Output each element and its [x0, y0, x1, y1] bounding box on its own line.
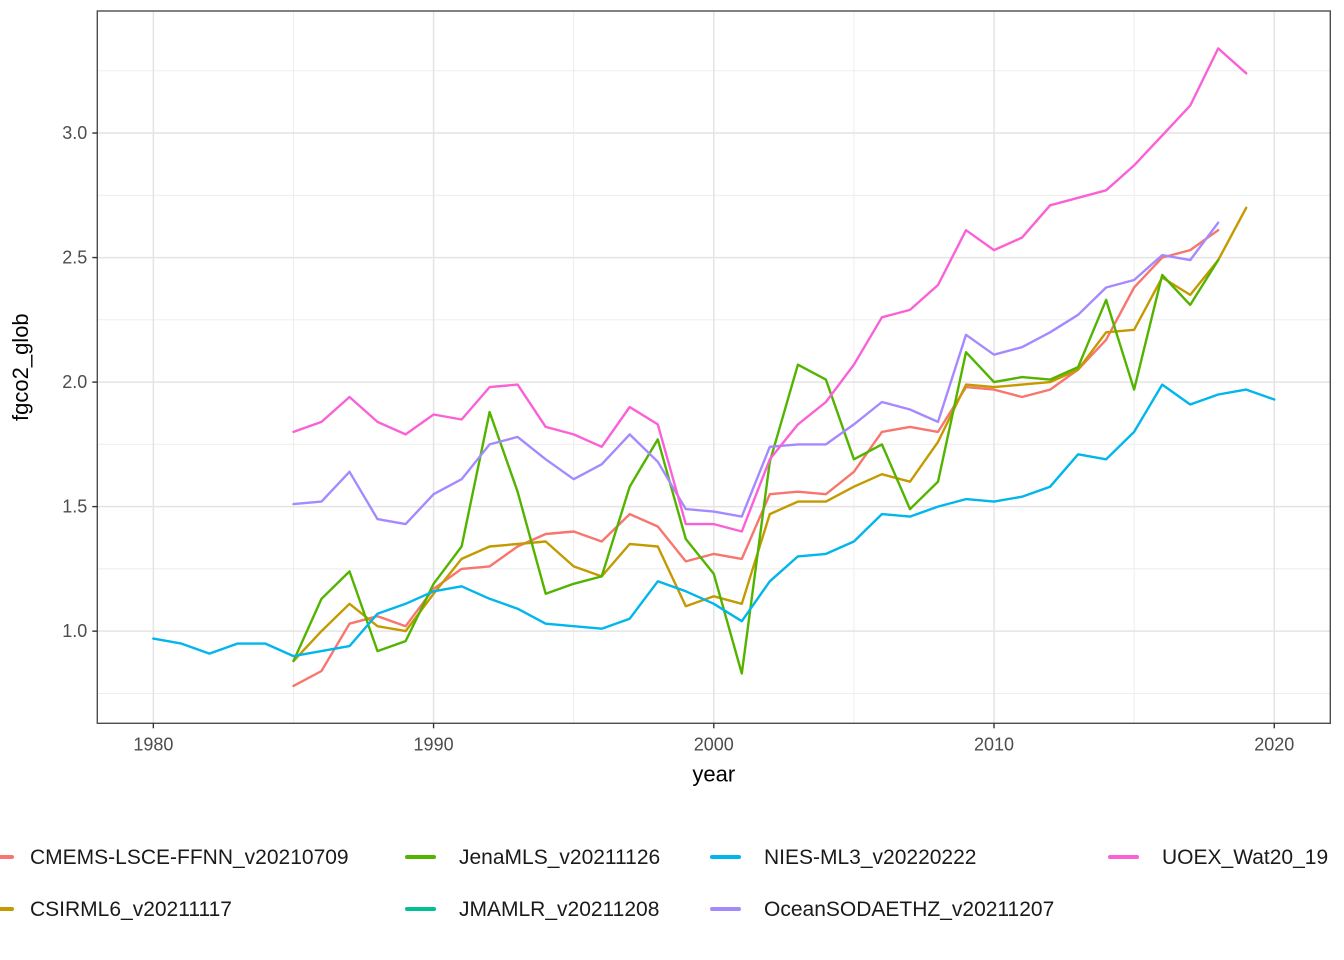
legend-item-label: NIES-ML3_v20220222 [764, 846, 977, 869]
axis-tick-labels: 1980 1990 2000 2010 2020 1.0 1.5 2.0 2.5 3.0 [62, 123, 1294, 754]
y-tick-label: 2.5 [62, 248, 87, 268]
series-lines [152, 47, 1276, 688]
legend-key-line [405, 907, 436, 911]
y-tick-label: 1.0 [62, 621, 87, 641]
x-axis-title: year [692, 761, 735, 786]
x-tick-label: 2000 [694, 734, 734, 754]
legend-key-line [710, 907, 741, 911]
legend-key-line [405, 855, 436, 859]
legend-key-line [0, 907, 14, 911]
series-line-OceanSODAETHZ_v20211207 [292, 221, 1220, 526]
y-axis-title: fgco2_glob [8, 313, 33, 421]
chart-svg: 1980 1990 2000 2010 2020 1.0 1.5 2.0 2.5 3.0 year… [8, 10, 1332, 786]
legend-item-label: CSIRML6_v20211117 [30, 898, 232, 921]
series-line-NIES-ML3_v20220222 [152, 383, 1276, 658]
y-tick-label: 1.5 [62, 497, 87, 517]
grid-major-lines [97, 11, 1331, 724]
x-tick-label: 2010 [974, 734, 1014, 754]
legend-item-label: JenaMLS_v20211126 [459, 846, 661, 869]
legend-item-label: OceanSODAETHZ_v20211207 [764, 898, 1055, 921]
series-line-JenaMLS_v20211126 [292, 258, 1220, 675]
x-tick-label: 1980 [133, 734, 173, 754]
axis-tick-marks [92, 132, 1275, 729]
y-tick-label: 2.0 [62, 372, 87, 392]
legend-key-line [710, 855, 741, 859]
series-line-CSIRML6_v20211117 [292, 206, 1248, 663]
y-tick-label: 3.0 [62, 123, 87, 143]
legend-item-label: UOEX_Wat20_19 [1162, 846, 1329, 869]
legend-item-label: CMEMS-LSCE-FFNN_v20210709 [30, 846, 349, 869]
legend-key-line [0, 855, 14, 859]
legend-key-line [1108, 855, 1139, 859]
x-tick-label: 2020 [1254, 734, 1294, 754]
series-line-CMEMS-LSCE-FFNN_v20210709 [292, 228, 1220, 688]
series-line-UOEX_Wat20_19 [292, 47, 1248, 533]
x-tick-label: 1990 [414, 734, 454, 754]
legend-item-label: JMAMLR_v20211208 [459, 898, 660, 921]
